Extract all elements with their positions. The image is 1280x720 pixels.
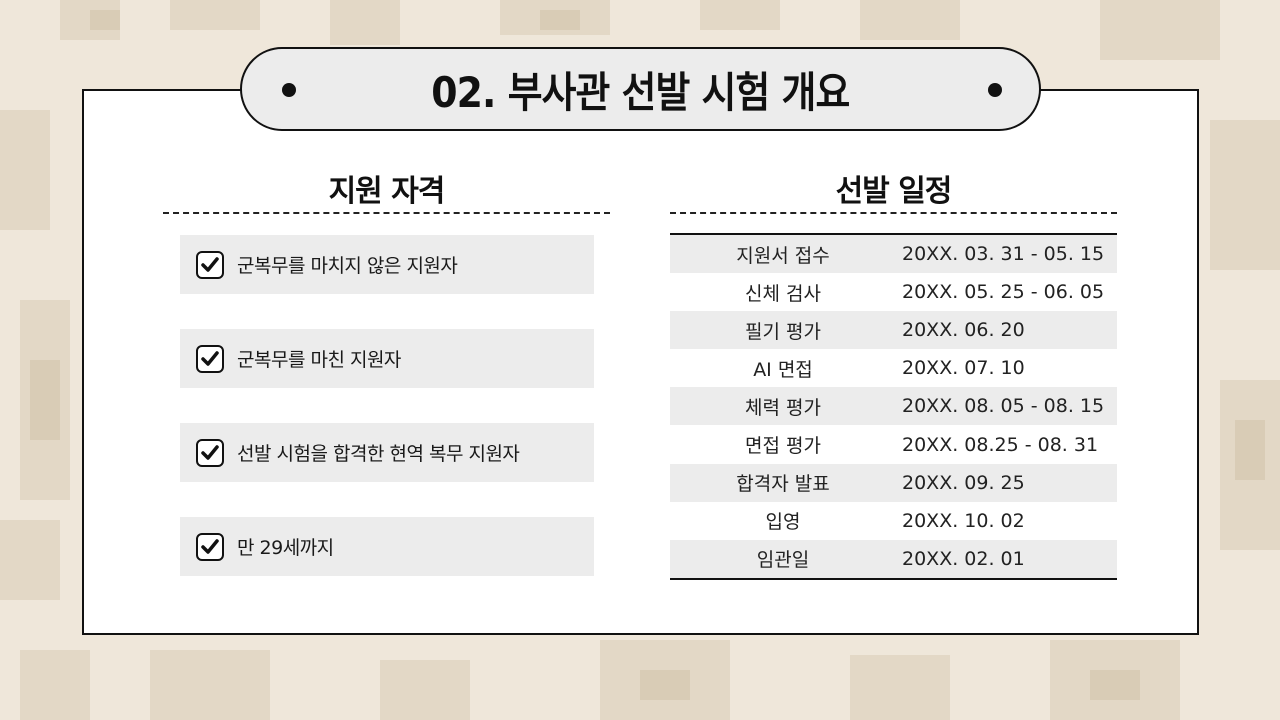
stage-cell: 합격자 발표 bbox=[736, 473, 830, 496]
qualification-label: 군복무를 마친 지원자 bbox=[237, 349, 401, 371]
date-cell: 20XX. 09. 25 bbox=[902, 471, 1025, 494]
stage-cell: 신체 검사 bbox=[745, 282, 821, 305]
table-row: 체력 평가 20XX. 08. 05 - 08. 15 bbox=[670, 387, 1117, 426]
qualifications-heading: 지원 자격 bbox=[328, 174, 446, 209]
schedule-table: 지원서 접수 20XX. 03. 31 - 05. 15 신체 검사 20XX. 05… bbox=[670, 233, 1117, 580]
qualification-item: 군복무를 마치지 않은 지원자 bbox=[180, 235, 594, 294]
table-row: AI 면접 20XX. 07. 10 bbox=[670, 349, 1117, 387]
stage-cell: 필기 평가 bbox=[745, 320, 821, 343]
date-cell: 20XX. 07. 10 bbox=[902, 357, 1025, 380]
table-row: 필기 평가 20XX. 06. 20 bbox=[670, 311, 1117, 350]
table-row: 면접 평가 20XX. 08.25 - 08. 31 bbox=[670, 425, 1117, 463]
schedule-heading: 선발 일정 bbox=[835, 174, 953, 209]
checkbox-checked-icon bbox=[196, 438, 224, 467]
divider bbox=[163, 212, 610, 214]
date-cell: 20XX. 10. 02 bbox=[902, 509, 1025, 532]
title-banner: 02. 부사관 선발 시험 개요 bbox=[240, 47, 1041, 131]
table-row: 임관일 20XX. 02. 01 bbox=[670, 539, 1117, 578]
stage-cell: 입영 bbox=[765, 511, 801, 534]
qualification-item: 선발 시험을 합격한 현역 복무 지원자 bbox=[180, 423, 594, 482]
checkbox-checked-icon bbox=[196, 344, 224, 373]
stage-cell: 체력 평가 bbox=[745, 396, 821, 419]
date-cell: 20XX. 08.25 - 08. 31 bbox=[902, 433, 1099, 456]
table-row: 신체 검사 20XX. 05. 25 - 06. 05 bbox=[670, 273, 1117, 311]
qualification-label: 선발 시험을 합격한 현역 복무 지원자 bbox=[237, 443, 520, 465]
date-cell: 20XX. 03. 31 - 05. 15 bbox=[902, 243, 1105, 266]
qualification-label: 군복무를 마치지 않은 지원자 bbox=[237, 255, 458, 277]
date-cell: 20XX. 08. 05 - 08. 15 bbox=[902, 395, 1105, 418]
date-cell: 20XX. 02. 01 bbox=[902, 547, 1025, 570]
qualification-label: 만 29세까지 bbox=[237, 537, 334, 559]
bullet-dot-icon bbox=[282, 83, 296, 97]
stage-cell: 지원서 접수 bbox=[736, 244, 830, 267]
date-cell: 20XX. 06. 20 bbox=[902, 319, 1025, 342]
date-cell: 20XX. 05. 25 - 06. 05 bbox=[902, 281, 1105, 304]
page-title: 02. 부사관 선발 시험 개요 bbox=[431, 67, 850, 117]
checkbox-checked-icon bbox=[196, 250, 224, 279]
checkbox-checked-icon bbox=[196, 532, 224, 561]
table-row: 합격자 발표 20XX. 09. 25 bbox=[670, 463, 1117, 502]
qualification-item: 만 29세까지 bbox=[180, 517, 594, 576]
qualification-item: 군복무를 마친 지원자 bbox=[180, 329, 594, 388]
bullet-dot-icon bbox=[988, 83, 1002, 97]
table-row: 지원서 접수 20XX. 03. 31 - 05. 15 bbox=[670, 235, 1117, 274]
stage-cell: AI 면접 bbox=[753, 358, 813, 381]
table-row: 입영 20XX. 10. 02 bbox=[670, 502, 1117, 540]
stage-cell: 임관일 bbox=[756, 549, 810, 572]
divider bbox=[670, 212, 1117, 214]
stage-cell: 면접 평가 bbox=[745, 435, 821, 458]
